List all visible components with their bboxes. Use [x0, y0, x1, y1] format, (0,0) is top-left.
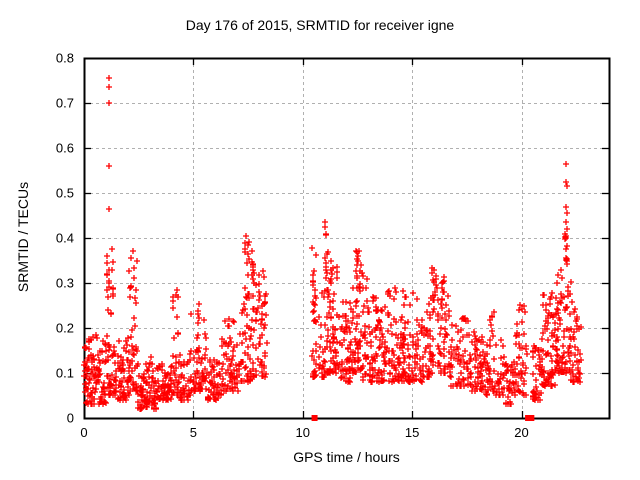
svg-text:10: 10 [296, 425, 310, 440]
svg-text:0: 0 [67, 411, 74, 426]
svg-text:5: 5 [190, 425, 197, 440]
svg-text:0.8: 0.8 [56, 51, 74, 66]
x-tick-labels: 0 5 10 15 20 [80, 425, 528, 440]
svg-text:15: 15 [405, 425, 419, 440]
svg-text:20: 20 [514, 425, 528, 440]
scatter-points [81, 75, 584, 412]
svg-text:0.5: 0.5 [56, 186, 74, 201]
x-axis-label: GPS time / hours [293, 449, 400, 465]
svg-text:0.6: 0.6 [56, 141, 74, 156]
axis-flag-squares [311, 415, 535, 421]
svg-text:0.1: 0.1 [56, 366, 74, 381]
svg-text:0.7: 0.7 [56, 96, 74, 111]
svg-text:0.3: 0.3 [56, 276, 74, 291]
svg-text:0.2: 0.2 [56, 321, 74, 336]
chart-title: Day 176 of 2015, SRMTID for receiver ign… [185, 17, 455, 33]
svg-text:0: 0 [80, 425, 87, 440]
svg-text:0.4: 0.4 [56, 231, 74, 246]
tick-marks [83, 57, 609, 420]
y-tick-labels: 0 0.1 0.2 0.3 0.4 0.5 0.6 0.7 0.8 [56, 51, 74, 426]
